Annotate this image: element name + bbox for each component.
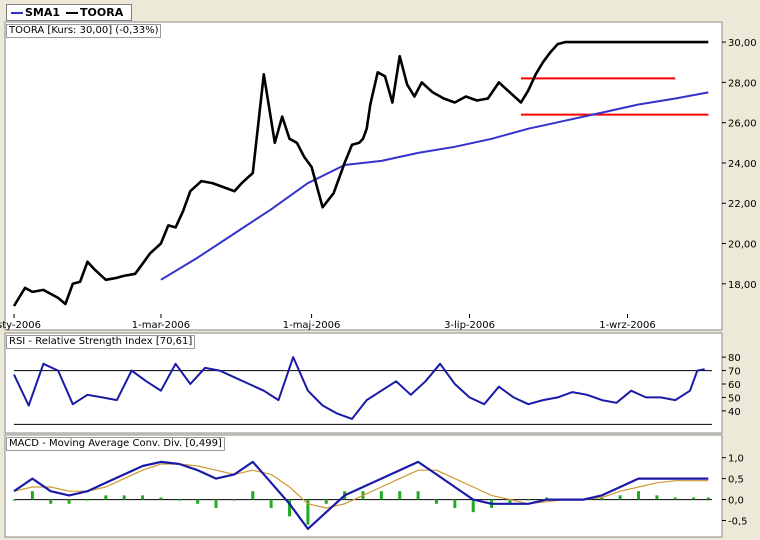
macd-hist-bar-5	[104, 495, 108, 500]
macd-hist-bar-9	[177, 499, 181, 501]
panel-0-ytick-label-2: 22,00	[728, 199, 757, 210]
macd-hist-bar-23	[434, 499, 438, 504]
macd-hist-bar-38	[706, 497, 710, 500]
macd-hist-bar-2	[49, 499, 53, 504]
macd-hist-bar-15	[288, 499, 292, 517]
macd-hist-bar-34	[637, 491, 641, 500]
panel-2-ytick-label-1: 0,0	[728, 496, 744, 507]
macd-hist-bar-6	[122, 495, 126, 500]
macd-hist-bar-36	[673, 497, 677, 500]
macd-hist-bar-4	[85, 499, 89, 501]
price-xtick-label-0: 2-sty-2006	[0, 320, 41, 331]
macd-signal-line	[13, 463, 709, 509]
macd-hist-bar-37	[692, 497, 696, 500]
macd-hist-bar-14	[269, 499, 273, 508]
price-xtick-label-1: 1-mar-2006	[132, 320, 190, 331]
macd-hist-bar-13	[251, 491, 255, 500]
macd-hist-bar-24	[453, 499, 457, 508]
panel-0-ytick-label-0: 18,00	[728, 280, 757, 291]
macd-hist-bar-32	[600, 497, 604, 500]
price-xtick-label-4: 1-wrz-2006	[599, 320, 656, 331]
macd-series-line	[13, 460, 709, 531]
macd-hist-bar-8	[159, 497, 163, 500]
sma-series-line	[160, 91, 709, 281]
price-panel-title: TOORA [Kurs: 30,00] (-0,33%)	[6, 24, 162, 38]
panel-1-ytick-label-2: 60	[728, 380, 741, 391]
macd-hist-bar-10	[196, 499, 200, 504]
panel-1-ytick-label-1: 50	[728, 393, 741, 404]
macd-hist-bar-35	[655, 495, 659, 500]
panel-2-ytick-label-0: -0,5	[728, 517, 748, 528]
macd-hist-bar-22	[416, 491, 420, 500]
legend-item-sma[interactable]: SMA1	[9, 6, 60, 19]
macd-hist-bar-17	[324, 499, 328, 504]
panel-1-ytick-label-3: 70	[728, 367, 741, 378]
macd-hist-bar-21	[398, 491, 402, 500]
panel-2-ytick-label-2: 0,5	[728, 475, 744, 486]
macd-hist-bar-28	[526, 499, 530, 501]
macd-hist-bar-11	[214, 499, 218, 508]
macd-hist-bar-12	[232, 499, 236, 501]
panel-0-ytick-label-1: 20,00	[728, 240, 757, 251]
legend: SMA1 TOORA	[6, 4, 133, 21]
price-xtick-label-3: 3-lip-2006	[444, 320, 495, 331]
legend-item-toora[interactable]: TOORA	[64, 6, 123, 19]
panel-1-ytick-label-4: 80	[728, 353, 741, 364]
rsi-series-line	[13, 356, 705, 420]
macd-hist-bar-0	[12, 499, 16, 501]
panel-0-ytick-label-5: 28,00	[728, 78, 757, 89]
panel-0-ytick-label-4: 26,00	[728, 119, 757, 130]
macd-hist-bar-7	[141, 495, 145, 500]
legend-swatch-toora	[66, 11, 79, 14]
price-series-line	[12, 40, 709, 307]
rsi-panel-title: RSI - Relative Strength Index [70,61]	[6, 335, 196, 349]
macd-hist-bar-1	[30, 491, 34, 500]
macd-hist-bar-16	[306, 499, 310, 525]
panel-0-ytick-label-3: 24,00	[728, 159, 757, 170]
panel-0-ytick-label-6: 30,00	[728, 38, 757, 49]
legend-swatch-sma	[11, 11, 23, 14]
legend-label-toora: TOORA	[80, 6, 124, 19]
legend-label-sma: SMA1	[25, 6, 61, 19]
macd-hist-bar-33	[618, 495, 622, 500]
macd-panel-title: MACD - Moving Average Conv. Div. [0,499]	[6, 437, 225, 451]
panel-2-ytick-label-3: 1,0	[728, 454, 744, 465]
macd-hist-bar-27	[508, 499, 512, 504]
panel-1-ytick-label-0: 40	[728, 407, 741, 418]
macd-hist-bar-3	[67, 499, 71, 504]
price-xtick-label-2: 1-maj-2006	[283, 320, 341, 331]
macd-hist-bar-20	[379, 491, 383, 500]
macd-hist-bar-25	[471, 499, 475, 513]
panel-0-frame	[4, 21, 723, 331]
